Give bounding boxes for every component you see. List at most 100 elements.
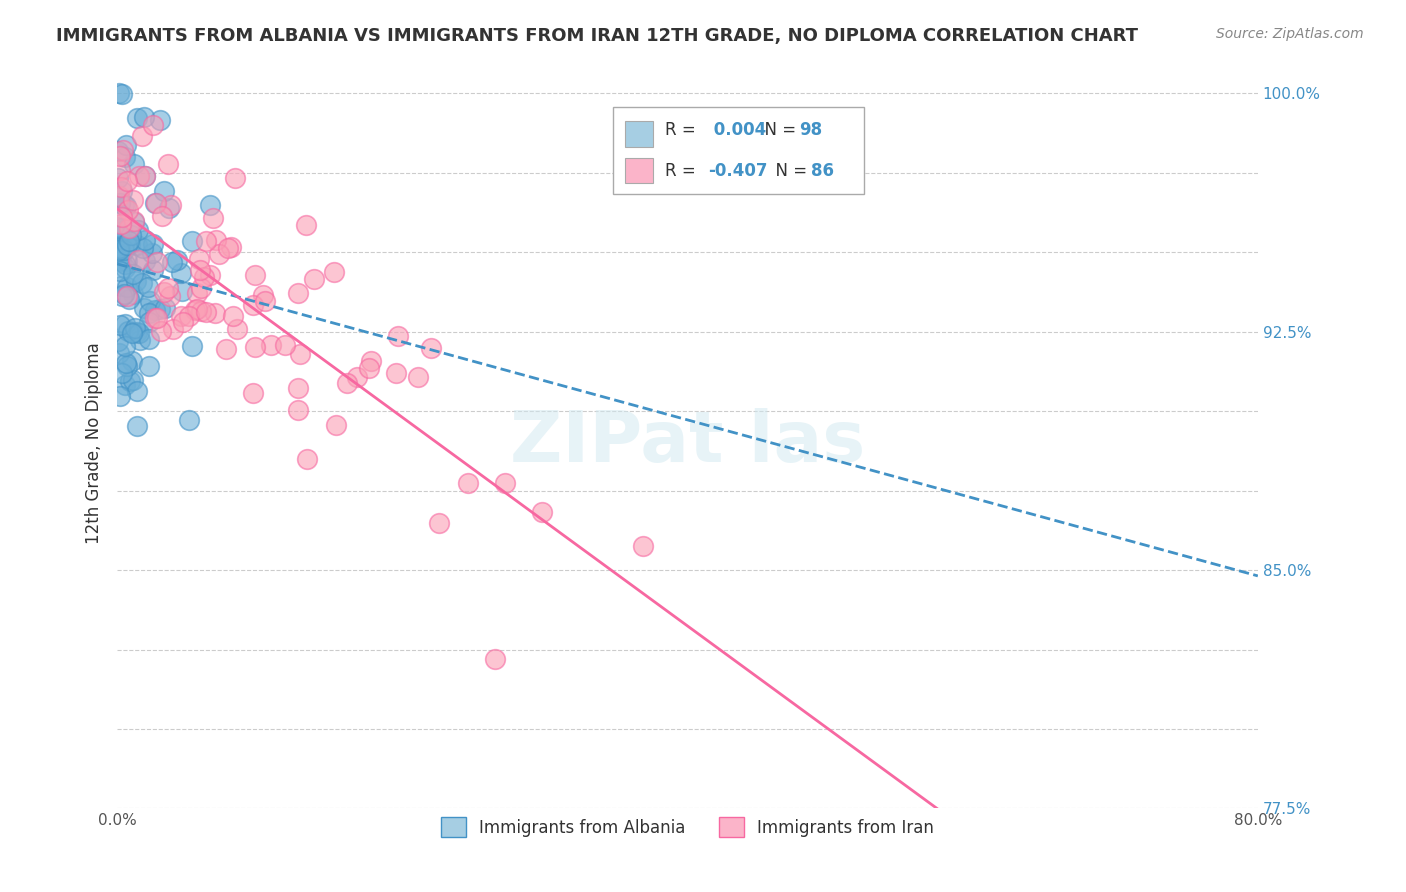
Iran: [190, 303, 212, 318]
Iran: [295, 218, 318, 232]
Iran: [193, 270, 215, 285]
Albania: [138, 332, 160, 346]
Iran: [224, 171, 246, 186]
Albania: [114, 356, 136, 370]
Iran: [177, 309, 200, 323]
Iran: [406, 370, 429, 384]
Albania: [122, 214, 145, 228]
Albania: [122, 287, 145, 301]
Iran: [420, 341, 443, 355]
Iran: [124, 213, 146, 227]
Iran: [360, 354, 382, 368]
Albania: [112, 244, 135, 258]
Iran: [253, 293, 276, 308]
Iran: [146, 310, 169, 325]
Albania: [198, 198, 221, 212]
Iran: [190, 281, 212, 295]
Albania: [107, 170, 129, 185]
Legend: Immigrants from Albania, Immigrants from Iran: Immigrants from Albania, Immigrants from…: [434, 810, 941, 844]
Albania: [105, 219, 128, 234]
Text: R =: R =: [665, 121, 700, 139]
Iran: [160, 198, 183, 212]
Albania: [114, 317, 136, 331]
Iran: [287, 381, 309, 395]
Albania: [155, 301, 177, 315]
Albania: [121, 354, 143, 368]
Albania: [122, 268, 145, 282]
Iran: [325, 418, 347, 433]
Albania: [132, 301, 155, 315]
Albania: [128, 326, 150, 341]
Iran: [186, 302, 208, 317]
Iran: [146, 254, 169, 268]
Iran: [118, 220, 141, 235]
Iran: [115, 289, 138, 303]
Albania: [160, 255, 183, 269]
Iran: [222, 309, 245, 323]
Text: N =: N =: [754, 121, 801, 139]
Iran: [208, 246, 231, 260]
Iran: [156, 157, 179, 171]
Iran: [287, 403, 309, 417]
Iran: [183, 302, 205, 317]
Albania: [179, 413, 201, 427]
Albania: [134, 169, 156, 183]
Albania: [124, 321, 146, 335]
Albania: [138, 315, 160, 329]
Albania: [114, 377, 136, 392]
Iran: [110, 210, 132, 224]
Albania: [107, 144, 129, 158]
Albania: [110, 278, 132, 293]
Y-axis label: 12th Grade, No Diploma: 12th Grade, No Diploma: [86, 342, 103, 544]
Albania: [111, 288, 134, 302]
Albania: [127, 112, 149, 126]
Albania: [108, 243, 131, 257]
Iran: [202, 211, 225, 226]
Albania: [131, 277, 153, 291]
Iran: [108, 189, 131, 203]
Iran: [260, 338, 283, 352]
Albania: [111, 224, 134, 238]
Iran: [194, 234, 217, 248]
Iran: [108, 162, 131, 177]
Iran: [530, 505, 553, 519]
Iran: [242, 298, 264, 312]
Iran: [145, 196, 167, 211]
Albania: [134, 234, 156, 248]
Albania: [145, 302, 167, 317]
Albania: [107, 209, 129, 223]
Text: IMMIGRANTS FROM ALBANIA VS IMMIGRANTS FROM IRAN 12TH GRADE, NO DIPLOMA CORRELATI: IMMIGRANTS FROM ALBANIA VS IMMIGRANTS FR…: [56, 27, 1139, 45]
Albania: [125, 419, 148, 434]
Albania: [108, 346, 131, 360]
Iran: [162, 322, 184, 336]
Albania: [108, 196, 131, 211]
Albania: [114, 199, 136, 213]
Albania: [139, 294, 162, 309]
Albania: [117, 324, 139, 338]
Albania: [110, 233, 132, 247]
Albania: [134, 253, 156, 268]
Albania: [141, 246, 163, 260]
Albania: [108, 87, 131, 101]
Albania: [121, 326, 143, 340]
Text: N =: N =: [765, 162, 813, 180]
Albania: [118, 293, 141, 307]
Albania: [108, 318, 131, 333]
Iran: [226, 322, 249, 336]
Bar: [624, 121, 654, 147]
Albania: [127, 237, 149, 252]
Iran: [990, 865, 1012, 880]
Albania: [142, 237, 165, 252]
Albania: [149, 112, 172, 127]
Albania: [149, 301, 172, 316]
Albania: [129, 334, 152, 348]
Albania: [112, 198, 135, 212]
Iran: [157, 281, 180, 295]
Albania: [110, 253, 132, 268]
Albania: [108, 241, 131, 255]
Albania: [153, 184, 176, 198]
Albania: [114, 256, 136, 270]
Iran: [245, 339, 267, 353]
Text: Source: ZipAtlas.com: Source: ZipAtlas.com: [1216, 27, 1364, 41]
Iran: [108, 149, 131, 163]
